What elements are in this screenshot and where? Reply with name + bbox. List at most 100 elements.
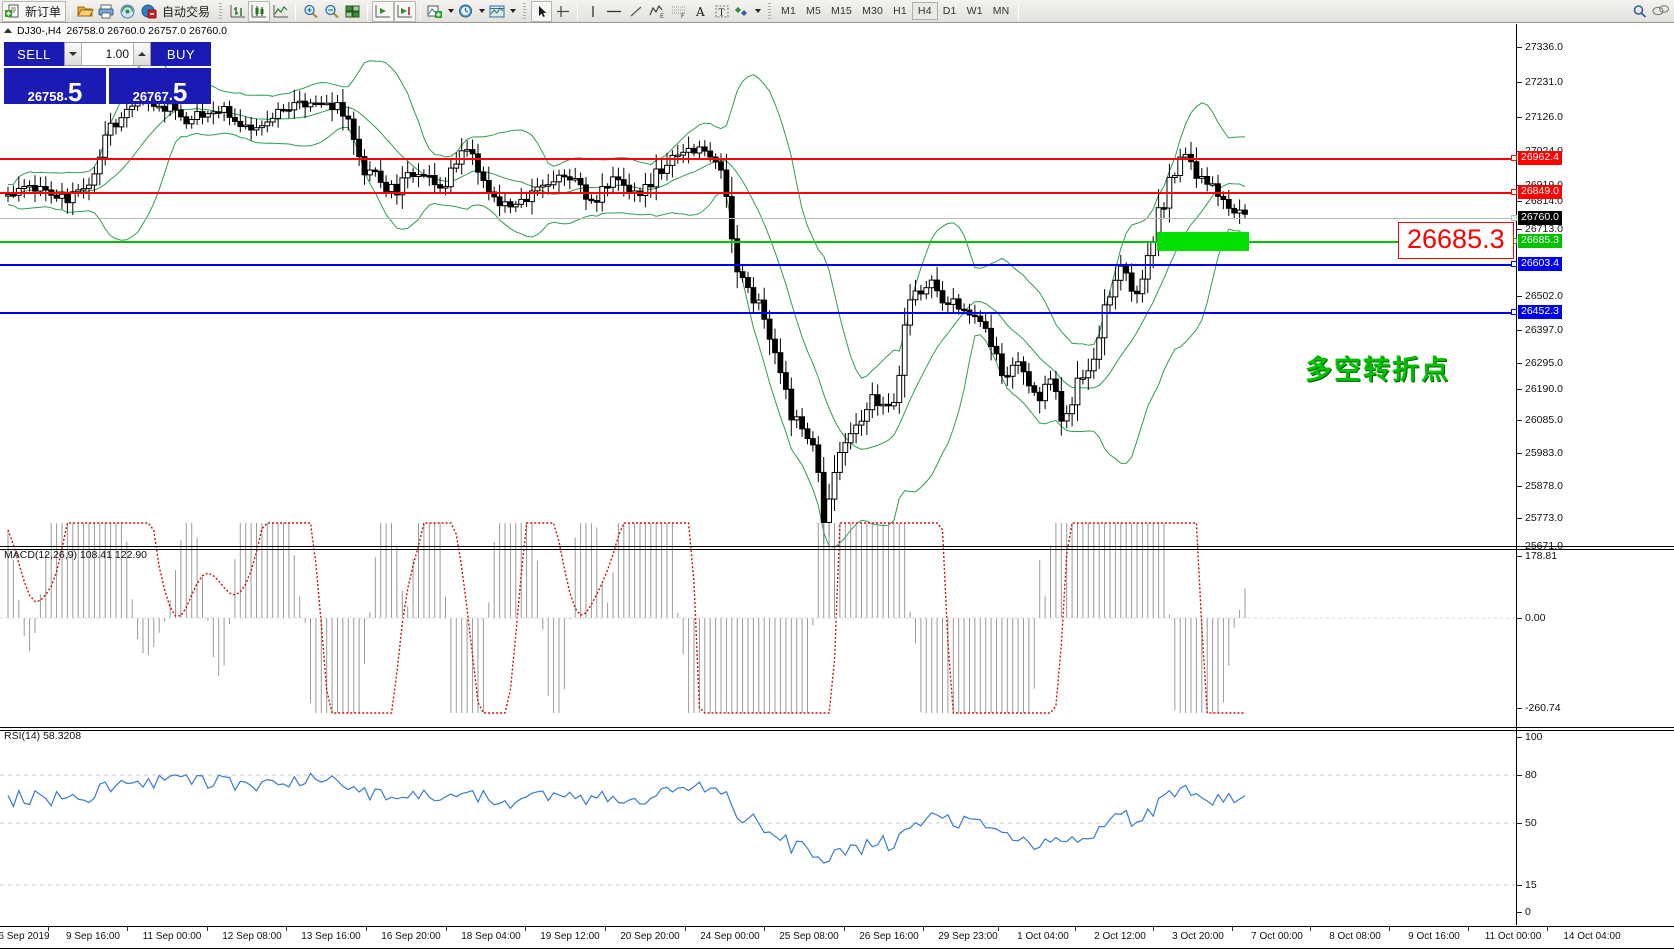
chart-shift-button[interactable] xyxy=(372,0,395,22)
resistance-level-2-label[interactable]: 26849.0 xyxy=(1518,185,1562,199)
tile-windows-button[interactable] xyxy=(342,1,363,22)
timeframe-m30[interactable]: M30 xyxy=(862,5,884,17)
price-annotation-box[interactable]: 26685.3 xyxy=(1398,222,1514,259)
timeframe-h1[interactable]: H1 xyxy=(893,5,907,17)
pivot-annotation-text[interactable]: 多空转折点 xyxy=(1305,355,1450,386)
auto-scroll-button[interactable] xyxy=(394,0,417,22)
autotrade-button[interactable]: 自动交易 xyxy=(138,1,214,22)
time-axis[interactable]: 6 Sep 2019 9 Sep 16:00 11 Sep 00:00 12 Sep … xyxy=(0,926,1621,949)
resistance-level-1-handle[interactable] xyxy=(1511,155,1517,161)
autotrade-icon xyxy=(141,4,157,18)
current-price-level-handle[interactable] xyxy=(1511,215,1517,221)
volume-decrease-button[interactable] xyxy=(65,43,82,65)
candlestick-chart-button[interactable] xyxy=(248,0,271,22)
data-folder-icon xyxy=(77,6,94,16)
line-chart-button[interactable] xyxy=(270,1,291,22)
new-order-button[interactable]: 新订单 xyxy=(2,0,67,22)
timeframe-m5[interactable]: M5 xyxy=(806,5,822,17)
chat-button[interactable] xyxy=(1650,1,1672,22)
timeframe-m15[interactable]: M15 xyxy=(831,5,853,17)
chevron-down-icon[interactable] xyxy=(479,9,486,13)
time-axis-label: 20 Sep 20:00 xyxy=(620,931,680,942)
templates-button[interactable] xyxy=(487,1,518,22)
resistance-level-1-label[interactable]: 26962.4 xyxy=(1518,151,1562,165)
one-click-trading-panel[interactable]: SELL 1.00 BUY 26758 . 5 26767 . 5 xyxy=(4,42,211,105)
support-level-2-label[interactable]: 26452.3 xyxy=(1518,305,1562,319)
shapes-icon xyxy=(735,6,748,16)
pivot-level-label[interactable]: 26685.3 xyxy=(1518,234,1562,248)
timeframe-mn[interactable]: MN xyxy=(992,5,1010,17)
chevron-down-icon[interactable] xyxy=(448,9,455,13)
macd-pane-separator[interactable] xyxy=(0,546,1674,550)
crosshair-icon xyxy=(556,5,569,17)
volume-increase-button[interactable] xyxy=(133,43,150,65)
volume-input[interactable]: 1.00 xyxy=(82,43,133,65)
bar-chart-button[interactable] xyxy=(227,1,248,22)
zoom-in-button[interactable] xyxy=(300,1,321,22)
time-axis-gridmark xyxy=(207,926,208,931)
timeframe-m1[interactable]: M1 xyxy=(781,5,797,17)
price-axis[interactable]: 27336.027231.027126.027024.026919.026814… xyxy=(1517,24,1674,925)
resistance-level-2-line[interactable] xyxy=(0,192,1516,194)
timeframe-d1[interactable]: D1 xyxy=(942,5,957,17)
support-level-1-label[interactable]: 26603.4 xyxy=(1518,257,1562,271)
search-button[interactable] xyxy=(1629,1,1650,22)
fibonacci-button[interactable]: F xyxy=(668,1,690,22)
svg-text:A: A xyxy=(695,5,705,19)
price-axis-tick: 27126.0 xyxy=(1517,111,1563,123)
cursor-button[interactable] xyxy=(531,0,553,22)
time-axis-gridmark xyxy=(1232,926,1233,931)
time-axis-label: 18 Sep 04:00 xyxy=(461,931,521,942)
vertical-line-button[interactable] xyxy=(582,1,603,22)
indicators-button[interactable] xyxy=(425,1,456,22)
sell-price-separator: . xyxy=(63,87,68,104)
time-axis-label: 3 Oct 20:00 xyxy=(1172,931,1224,942)
timeframe-h4[interactable]: H4 xyxy=(911,2,938,20)
buy-price-integer: 26767 xyxy=(132,89,169,104)
elliott-wave-button[interactable]: E xyxy=(646,1,668,22)
text-label-button[interactable]: T xyxy=(711,1,732,22)
data-folder-button[interactable] xyxy=(75,1,96,22)
chevron-down-icon[interactable] xyxy=(755,9,762,13)
zoom-out-button[interactable] xyxy=(321,1,342,22)
macd-indicator xyxy=(0,522,1516,714)
macd-indicator-title: MACD(12,26,9) 108.41 122.90 xyxy=(4,549,148,561)
chart-symbol-period: DJ30-,H4 xyxy=(17,24,62,37)
print-button[interactable] xyxy=(96,1,117,22)
rsi-pane-separator[interactable] xyxy=(0,727,1674,731)
current-price-level-label[interactable]: 26760.0 xyxy=(1518,211,1562,225)
price-axis-tick: 26190.0 xyxy=(1517,383,1563,395)
sell-price-integer: 26758 xyxy=(27,89,64,104)
shapes-button[interactable] xyxy=(732,1,763,22)
resistance-level-1-line[interactable] xyxy=(0,158,1516,160)
support-level-1-line[interactable] xyxy=(0,264,1516,266)
sell-price-display[interactable]: 26758 . 5 xyxy=(4,68,106,105)
zoom-out-icon xyxy=(324,4,339,18)
resistance-level-2-handle[interactable] xyxy=(1511,189,1517,195)
sell-button[interactable]: SELL xyxy=(4,42,64,66)
timeframe-w1[interactable]: W1 xyxy=(966,5,983,17)
time-axis-gridmark xyxy=(1310,926,1311,931)
buy-button[interactable]: BUY xyxy=(151,42,211,66)
crosshair-button[interactable] xyxy=(552,1,573,22)
signals-button[interactable] xyxy=(117,1,138,22)
signals-icon xyxy=(120,4,135,18)
collapse-triangle-icon[interactable] xyxy=(4,28,12,33)
support-level-1-handle[interactable] xyxy=(1511,261,1517,267)
text-button[interactable]: A xyxy=(690,1,711,22)
support-level-2-handle[interactable] xyxy=(1511,309,1517,315)
pivot-level-line[interactable] xyxy=(0,241,1516,243)
rsi-axis-tick: 15 xyxy=(1517,879,1537,891)
period-button[interactable] xyxy=(456,1,487,22)
chat-icon xyxy=(1652,4,1669,15)
trendline-button[interactable] xyxy=(625,1,646,22)
chevron-down-icon[interactable] xyxy=(510,9,517,13)
volume-stepper[interactable]: 1.00 xyxy=(64,42,151,66)
time-axis-label: 11 Sep 00:00 xyxy=(142,931,202,942)
current-price-level-line[interactable] xyxy=(0,218,1516,219)
support-level-2-line[interactable] xyxy=(0,312,1516,314)
cursor-icon xyxy=(538,5,546,17)
horizontal-line-button[interactable] xyxy=(603,1,625,22)
buy-price-display[interactable]: 26767 . 5 xyxy=(109,68,211,105)
